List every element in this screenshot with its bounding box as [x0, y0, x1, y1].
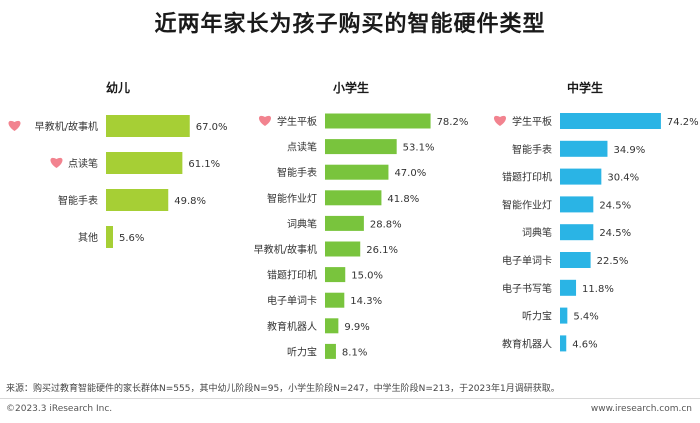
- data-label: 78.2%: [437, 117, 469, 128]
- bar: [106, 152, 183, 174]
- bar: [325, 215, 364, 231]
- bar: [325, 318, 339, 334]
- data-label: 24.5%: [599, 228, 631, 239]
- bar: [560, 335, 567, 352]
- category-label: 学生平板: [277, 115, 317, 128]
- bar: [560, 252, 591, 268]
- category-label: 听力宝: [287, 345, 317, 358]
- category-label: 电子书写笔: [502, 282, 552, 295]
- data-label: 5.6%: [119, 233, 144, 244]
- data-label: 49.8%: [174, 196, 206, 207]
- category-label: 错题打印机: [267, 269, 317, 282]
- data-label: 8.1%: [342, 347, 367, 358]
- category-label: 词典笔: [287, 217, 317, 230]
- data-label: 41.8%: [387, 194, 419, 205]
- bar: [325, 164, 389, 180]
- data-label: 11.8%: [582, 284, 614, 295]
- data-label: 30.4%: [607, 173, 639, 184]
- heart-icon: [493, 115, 507, 126]
- category-label: 智能手表: [512, 143, 552, 156]
- category-label: 智能作业灯: [267, 192, 317, 205]
- data-label: 61.1%: [188, 159, 220, 170]
- heart-icon: [258, 115, 272, 126]
- category-label: 电子单词卡: [267, 294, 317, 307]
- heart-icon: [8, 120, 21, 131]
- bar: [325, 190, 382, 206]
- category-label: 其他: [78, 231, 98, 244]
- copyright: ©2023.3 iResearch Inc.: [6, 404, 113, 414]
- data-label: 22.5%: [597, 256, 629, 267]
- category-label: 电子单词卡: [502, 254, 552, 267]
- panel-title: 小学生: [333, 80, 369, 95]
- category-label: 智能手表: [277, 166, 317, 179]
- data-label: 9.9%: [344, 322, 369, 333]
- data-label: 67.0%: [196, 122, 228, 133]
- bar: [325, 241, 361, 257]
- category-label: 听力宝: [522, 310, 552, 323]
- bar: [106, 189, 169, 211]
- category-label: 点读笔: [287, 141, 317, 154]
- category-label: 教育机器人: [267, 320, 317, 333]
- category-label: 学生平板: [512, 115, 552, 128]
- category-label: 早教机/故事机: [254, 243, 317, 256]
- website: www.iresearch.com.cn: [590, 404, 692, 414]
- data-label: 5.4%: [573, 312, 598, 323]
- data-label: 4.6%: [572, 339, 597, 350]
- data-label: 34.9%: [613, 145, 645, 156]
- bar: [560, 113, 661, 129]
- data-label: 15.0%: [351, 271, 383, 282]
- chart-title: 近两年家长为孩子购买的智能硬件类型: [154, 12, 546, 37]
- heart-icon: [50, 157, 63, 168]
- bar: [106, 115, 190, 137]
- source-note: 来源：购买过教育智能硬件的家长群体N=555，其中幼儿阶段N=95，小学生阶段N…: [6, 384, 560, 394]
- category-label: 点读笔: [68, 157, 98, 170]
- bar: [560, 279, 577, 296]
- data-label: 14.3%: [350, 296, 382, 307]
- bar: [325, 139, 397, 155]
- bar: [325, 292, 345, 308]
- category-label: 早教机/故事机: [35, 120, 98, 133]
- category-label: 智能手表: [58, 194, 98, 207]
- data-label: 24.5%: [599, 200, 631, 211]
- bar: [560, 196, 594, 213]
- category-label: 教育机器人: [502, 337, 552, 350]
- bar: [325, 343, 336, 359]
- panel-title: 幼儿: [106, 80, 130, 95]
- footer-divider: [0, 398, 700, 399]
- bar: [325, 267, 346, 283]
- bar: [325, 113, 431, 129]
- bar: [106, 226, 113, 248]
- panel-title: 中学生: [567, 80, 603, 95]
- bar: [560, 168, 602, 185]
- bar: [560, 224, 594, 241]
- data-label: 47.0%: [394, 168, 426, 179]
- bar: [560, 140, 608, 157]
- category-label: 错题打印机: [502, 171, 552, 184]
- data-label: 53.1%: [403, 143, 435, 154]
- bar: [560, 307, 568, 324]
- data-label: 26.1%: [366, 245, 398, 256]
- data-label: 74.2%: [667, 117, 699, 128]
- data-label: 28.8%: [370, 219, 402, 230]
- category-label: 智能作业灯: [502, 198, 552, 211]
- category-label: 词典笔: [522, 226, 552, 239]
